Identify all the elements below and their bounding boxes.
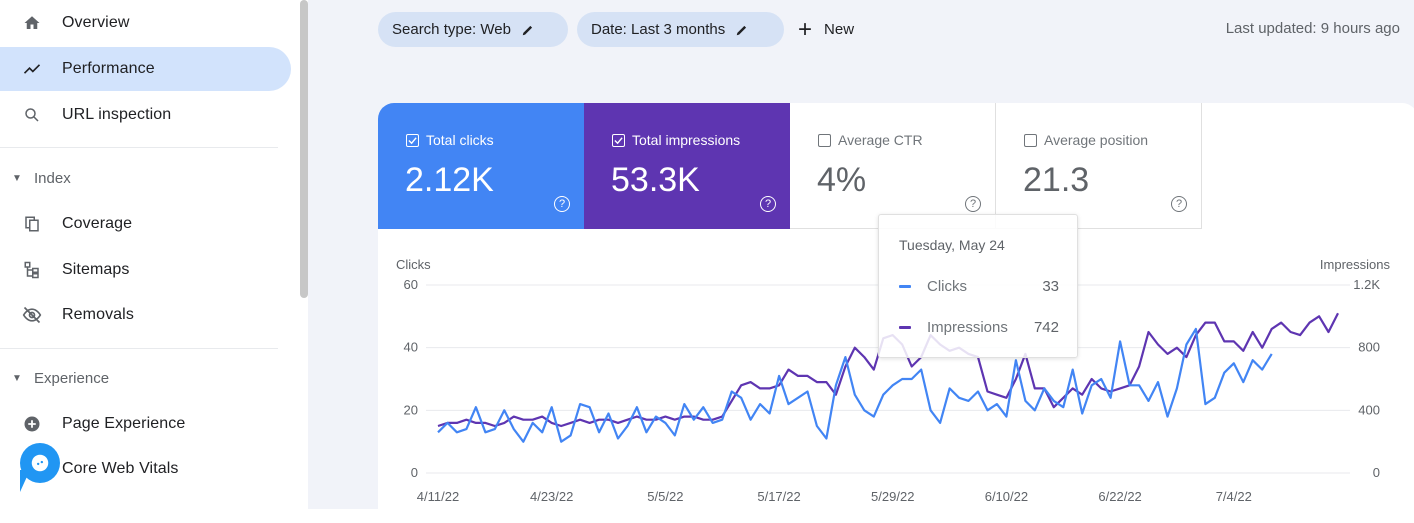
tooltip-label: Clicks — [927, 278, 967, 295]
last-updated: Last updated: 9 hours ago — [1226, 20, 1400, 37]
metric-average-position[interactable]: Average position 21.3 ? — [996, 103, 1202, 229]
divider — [0, 147, 278, 148]
plus-icon: + — [798, 15, 813, 43]
metric-total-clicks[interactable]: Total clicks 2.12K ? — [378, 103, 584, 229]
sidebar-item-overview[interactable]: Overview — [0, 1, 291, 45]
y-tick-label-right: 1.2K — [1353, 277, 1380, 292]
last-updated-text: Last updated: 9 hours ago — [1225, 20, 1400, 37]
chip-label: Date: Last 3 months — [591, 21, 726, 38]
sidebar-item-core-web-vitals[interactable]: Core Web Vitals — [0, 447, 291, 491]
sidebar-item-label: URL inspection — [62, 106, 172, 123]
sidebar-item-label: Performance — [62, 60, 155, 77]
sidebar-item-coverage[interactable]: Coverage — [0, 202, 291, 246]
new-label: New — [824, 21, 855, 38]
y-tick-label-left: 0 — [411, 465, 418, 480]
divider — [0, 348, 278, 349]
metric-label: Average CTR — [838, 132, 923, 148]
sitemap-icon — [22, 260, 42, 280]
y-tick-label-left: 40 — [404, 340, 418, 355]
metric-label: Total clicks — [426, 132, 494, 148]
x-tick-label: 4/23/22 — [530, 489, 573, 504]
metric-value: 4% — [817, 161, 867, 199]
sidebar-item-label: Removals — [62, 306, 134, 323]
home-icon — [22, 13, 42, 33]
x-tick-label: 4/11/22 — [417, 489, 459, 504]
checkbox-unchecked-icon[interactable] — [818, 133, 831, 147]
y-axis-label-left: Clicks — [396, 257, 431, 272]
x-tick-label: 5/5/22 — [647, 489, 683, 504]
sidebar-item-sitemaps[interactable]: Sitemaps — [0, 248, 291, 292]
y-axis-label-right: Impressions — [1320, 257, 1391, 272]
sidebar-item-performance[interactable]: Performance — [0, 47, 291, 91]
sidebar-scrollbar[interactable] — [300, 0, 308, 298]
metric-label: Average position — [1044, 132, 1149, 148]
metric-value: 2.12K — [405, 161, 494, 199]
sidebar-item-url-inspection[interactable]: URL inspection — [0, 93, 291, 137]
checkbox-checked-icon[interactable] — [612, 133, 625, 147]
metric-value: 21.3 — [1023, 161, 1090, 199]
clicks-series-line — [437, 327, 1273, 443]
y-tick-label-left: 60 — [404, 277, 418, 292]
chat-bubble-icon[interactable] — [20, 443, 60, 483]
search-icon — [22, 105, 42, 125]
sidebar: Overview Performance URL inspection ▼ In… — [0, 0, 300, 509]
sidebar-item-label: Sitemaps — [62, 261, 130, 278]
metric-label: Total impressions — [632, 132, 741, 148]
metric-average-ctr[interactable]: Average CTR 4% ? — [790, 103, 996, 229]
tooltip-date: Tuesday, May 24 — [899, 237, 1005, 253]
performance-card: Total clicks 2.12K ? Total impressions 5… — [378, 103, 1414, 523]
tooltip-row-impressions: Impressions 742 — [899, 319, 1059, 336]
metric-total-impressions[interactable]: Total impressions 53.3K ? — [584, 103, 790, 229]
help-icon[interactable]: ? — [1171, 196, 1187, 212]
tooltip-value: 742 — [1033, 319, 1059, 336]
x-tick-label: 5/17/22 — [757, 489, 800, 504]
sidebar-item-page-experience[interactable]: Page Experience — [0, 402, 291, 446]
date-filter-chip[interactable]: Date: Last 3 months — [577, 12, 784, 47]
new-filter-button[interactable]: + New — [798, 12, 854, 47]
trending-up-icon — [22, 59, 42, 79]
copy-icon — [22, 214, 42, 234]
plus-circle-icon — [22, 414, 42, 434]
sidebar-item-removals[interactable]: Removals — [0, 293, 291, 337]
pencil-icon — [737, 25, 747, 35]
section-experience[interactable]: ▼ Experience — [0, 363, 291, 393]
sidebar-item-label: Core Web Vitals — [62, 460, 179, 477]
section-index[interactable]: ▼ Index — [0, 163, 291, 193]
sidebar-item-label: Overview — [62, 14, 130, 31]
section-label: Experience — [34, 369, 110, 387]
tooltip-label: Impressions — [927, 319, 1008, 336]
sidebar-item-label: Page Experience — [62, 415, 186, 432]
section-label: Index — [34, 169, 71, 187]
chat-badge-tail — [20, 470, 30, 492]
pencil-icon — [522, 25, 533, 35]
checkbox-unchecked-icon[interactable] — [1024, 133, 1037, 147]
search-type-filter-chip[interactable]: Search type: Web — [378, 12, 568, 47]
x-tick-label: 6/10/22 — [985, 489, 1028, 504]
chip-label: Search type: Web — [392, 21, 511, 38]
help-icon[interactable]: ? — [965, 196, 981, 212]
help-icon[interactable]: ? — [554, 196, 570, 212]
caret-down-icon: ▼ — [12, 372, 22, 384]
impressions-swatch — [899, 326, 911, 329]
chart-tooltip: Tuesday, May 24 Clicks 33 Impressions 74… — [878, 214, 1078, 358]
y-tick-label-right: 800 — [1358, 340, 1380, 355]
y-tick-label-left: 20 — [404, 402, 418, 417]
eye-off-icon — [22, 305, 42, 325]
x-tick-label: 7/4/22 — [1216, 489, 1252, 504]
x-tick-label: 5/29/22 — [871, 489, 914, 504]
y-tick-label-right: 400 — [1358, 402, 1380, 417]
tooltip-row-clicks: Clicks 33 — [899, 278, 1059, 295]
sidebar-item-label: Coverage — [62, 215, 133, 232]
metric-value: 53.3K — [611, 161, 700, 199]
clicks-swatch — [899, 285, 911, 288]
main-content: Search type: Web Date: Last 3 months + N… — [308, 0, 1414, 523]
help-icon[interactable]: ? — [760, 196, 776, 212]
x-tick-label: 6/22/22 — [1098, 489, 1141, 504]
caret-down-icon: ▼ — [12, 172, 22, 184]
y-tick-label-right: 0 — [1373, 465, 1380, 480]
tooltip-value: 33 — [1042, 278, 1059, 295]
checkbox-checked-icon[interactable] — [406, 133, 419, 147]
